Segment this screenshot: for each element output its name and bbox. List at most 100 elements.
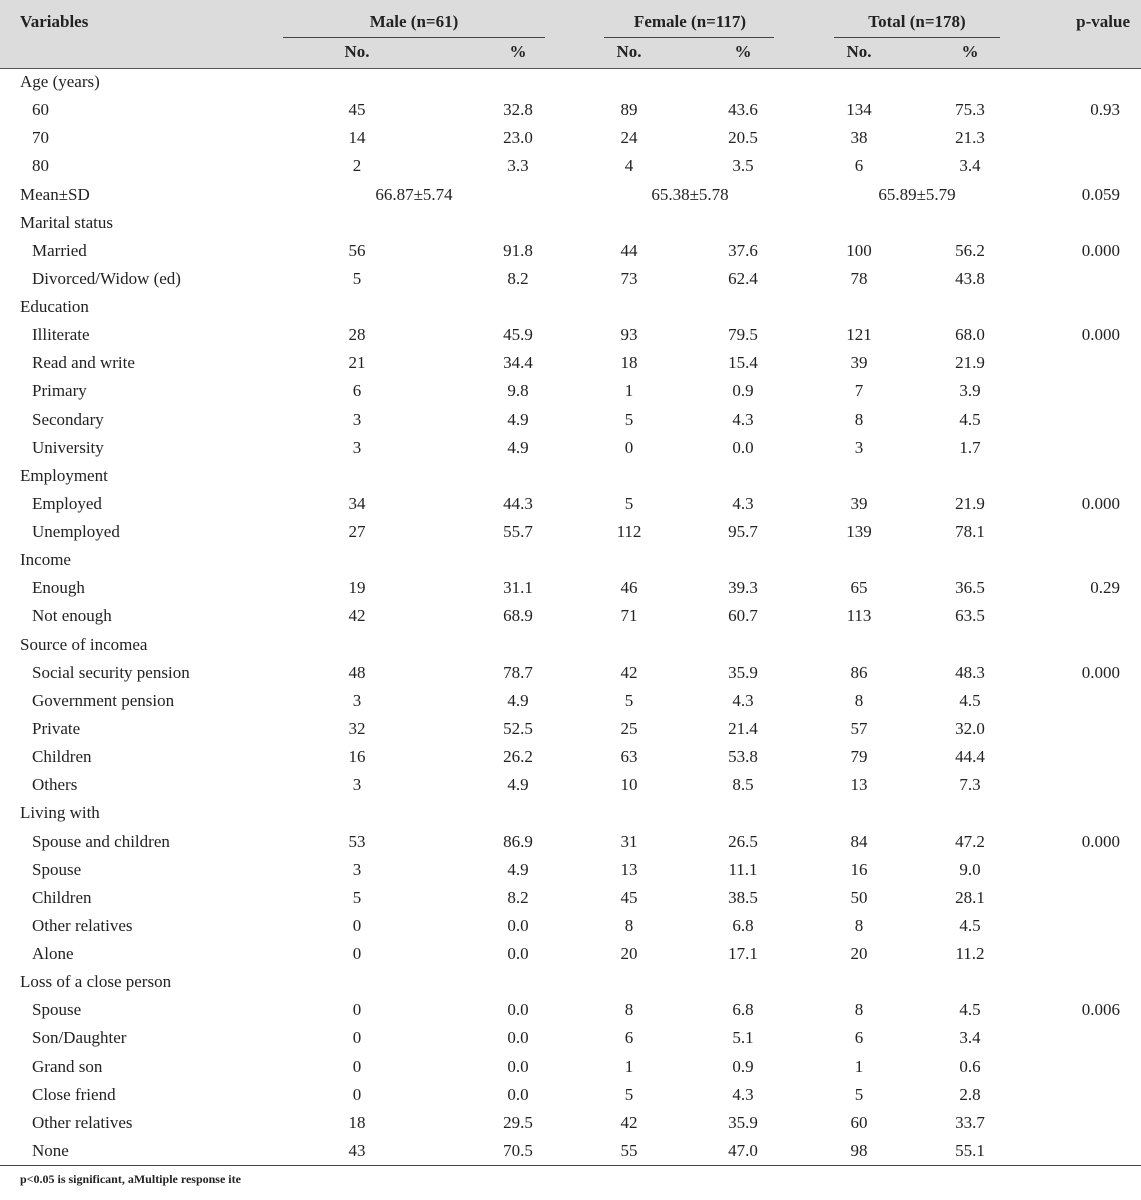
cell: 1.7: [959, 437, 981, 457]
cell: 0.6: [959, 1056, 981, 1076]
sub-header: No.: [616, 42, 642, 61]
row-label: 60: [32, 100, 49, 120]
cell: 68.0: [955, 325, 985, 345]
bottom-rule: [0, 1165, 1141, 1166]
p-value: 0.000: [1081, 325, 1120, 345]
row-label: Children: [32, 747, 92, 767]
p-value: 0.006: [1081, 1000, 1120, 1020]
cell: 34: [348, 493, 366, 513]
cell: 86: [850, 662, 868, 682]
row-label: Others: [32, 775, 78, 795]
cell: 8.5: [732, 775, 754, 795]
cell: 47.2: [955, 831, 985, 851]
cell: 70.5: [503, 1140, 533, 1160]
cell: 8: [854, 409, 864, 429]
cell: 45.9: [503, 325, 533, 345]
cell: 21.9: [955, 493, 985, 513]
cell: 1: [624, 381, 634, 401]
cell: 65: [850, 578, 868, 598]
cell: 4.3: [732, 690, 754, 710]
cell: 3: [352, 437, 362, 457]
cell: 71: [620, 606, 638, 626]
group-rule: [283, 37, 545, 38]
cell: 9.8: [507, 381, 529, 401]
row-label: Employed: [32, 493, 102, 513]
section-title: Mean±SD: [20, 184, 90, 204]
cell: 6: [854, 156, 864, 176]
cell: 5: [624, 409, 634, 429]
row-label: Secondary: [32, 409, 104, 429]
row-label: Enough: [32, 578, 85, 598]
cell: 26.2: [503, 747, 533, 767]
cell: 68.9: [503, 606, 533, 626]
cell: 24: [620, 128, 638, 148]
p-value: 0.000: [1081, 493, 1120, 513]
cell: 34.4: [503, 353, 533, 373]
header-p-value: p-value: [1076, 12, 1130, 31]
cell: 79.5: [728, 325, 758, 345]
row-label: Spouse: [32, 859, 82, 879]
cell: 15.4: [728, 353, 758, 373]
cell: 98: [850, 1140, 868, 1160]
cell: 36.5: [955, 578, 985, 598]
cell: 0: [352, 944, 362, 964]
cell: 42: [620, 1112, 638, 1132]
section-title: Living with: [20, 803, 100, 823]
cell: 4.9: [507, 409, 529, 429]
cell: 53: [348, 831, 366, 851]
cell: 60: [850, 1112, 868, 1132]
cell: 0.0: [507, 1000, 529, 1020]
cell: 47.0: [728, 1140, 758, 1160]
row-label: University: [32, 437, 104, 457]
cell: 2.8: [959, 1084, 981, 1104]
cell: 1: [854, 1056, 864, 1076]
cell: 0.0: [732, 437, 754, 457]
cell: 29.5: [503, 1112, 533, 1132]
cell: 78.7: [503, 662, 533, 682]
cell: 18: [348, 1112, 366, 1132]
cell: 44: [620, 240, 638, 260]
section-title: Education: [20, 297, 89, 317]
cell: 2: [352, 156, 362, 176]
cell: 9.0: [959, 859, 981, 879]
cell: 5: [624, 1084, 634, 1104]
cell: 95.7: [728, 522, 758, 542]
cell: 73: [620, 268, 638, 288]
cell: 23.0: [503, 128, 533, 148]
cell: 91.8: [503, 240, 533, 260]
p-value: 0.29: [1090, 578, 1120, 598]
row-label: Children: [32, 887, 92, 907]
cell: 4.5: [959, 1000, 981, 1020]
cell: 38: [850, 128, 868, 148]
cell: 8.2: [507, 887, 529, 907]
cell: 13: [620, 859, 638, 879]
cell: 0: [352, 1056, 362, 1076]
row-label: 70: [32, 128, 49, 148]
cell: 63.5: [955, 606, 985, 626]
row-label: Alone: [32, 944, 74, 964]
cell: 57: [850, 718, 868, 738]
section-title: Employment: [20, 465, 108, 485]
row-label: Son/Daughter: [32, 1028, 127, 1048]
cell: 35.9: [728, 662, 758, 682]
cell: 56.2: [955, 240, 985, 260]
cell: 3: [352, 775, 362, 795]
cell: 3.5: [732, 156, 754, 176]
cell: 4.9: [507, 437, 529, 457]
cell: 89: [620, 100, 638, 120]
row-label: Spouse: [32, 1000, 82, 1020]
cell: 39: [850, 493, 868, 513]
cell: 32: [348, 718, 366, 738]
cell: 63: [620, 747, 638, 767]
cell: 18: [620, 353, 638, 373]
cell: 7: [854, 381, 864, 401]
cell: 0.0: [507, 1084, 529, 1104]
section-title: Income: [20, 550, 71, 570]
row-label: Other relatives: [32, 1112, 133, 1132]
cell: 55.7: [503, 522, 533, 542]
row-label: None: [32, 1140, 69, 1160]
sub-header: No.: [846, 42, 872, 61]
cell: 4.5: [959, 915, 981, 935]
cell: 0.0: [507, 944, 529, 964]
cell: 43.6: [728, 100, 758, 120]
